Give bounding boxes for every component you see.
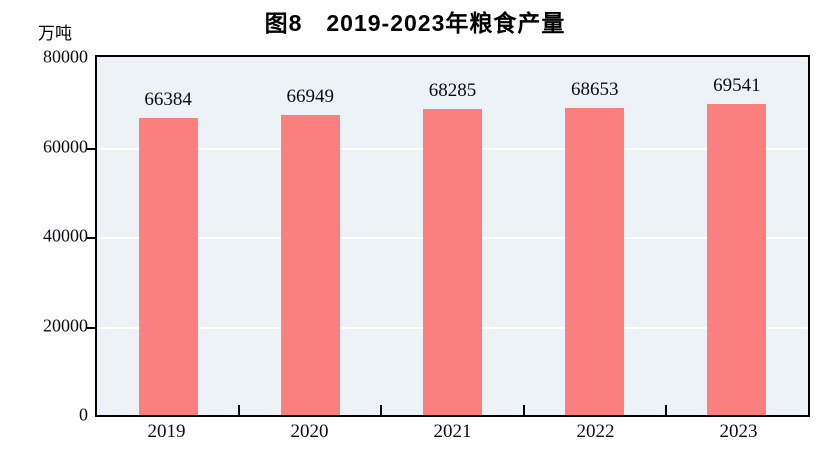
plot-area: 66384 66949 68285 68653 69541 (87, 55, 810, 417)
x-tick-mark (380, 405, 383, 415)
x-tick-mark (238, 405, 241, 415)
y-tick-label: 60000 (43, 136, 88, 156)
y-tick-label: 0 (79, 404, 88, 425)
bar-value-label: 68285 (428, 80, 477, 102)
bar-value-label: 69541 (713, 74, 761, 96)
x-tick-mark (664, 405, 667, 415)
bar (565, 107, 625, 415)
y-tick-label: 40000 (43, 225, 88, 246)
y-tick-mark (87, 326, 95, 329)
y-tick-mark (87, 147, 95, 150)
bar (280, 115, 340, 415)
x-category-label: 2023 (719, 421, 758, 442)
bar (707, 103, 767, 415)
bar (423, 109, 482, 415)
x-category-label: 2021 (433, 421, 472, 442)
bar-value-label: 66949 (286, 86, 335, 108)
x-tick-mark (522, 405, 525, 415)
y-tick-mark (87, 237, 95, 239)
x-category-label: 2022 (576, 421, 615, 442)
bar-value-label: 68653 (570, 78, 619, 100)
chart-title: 图8 2019-2023年粮食产量 (264, 10, 566, 36)
x-axis: 2019 2020 2021 2022 2023 (95, 421, 810, 443)
bar (138, 117, 198, 415)
x-category-label: 2020 (290, 421, 329, 442)
y-tick-label: 80000 (43, 46, 88, 67)
bar-value-label: 66384 (144, 88, 192, 110)
y-axis-unit-label: 万吨 (38, 24, 72, 43)
x-category-label: 2019 (147, 421, 186, 442)
y-axis: 0 20000 40000 60000 80000 (0, 47, 88, 425)
y-tick-label: 20000 (43, 315, 88, 335)
